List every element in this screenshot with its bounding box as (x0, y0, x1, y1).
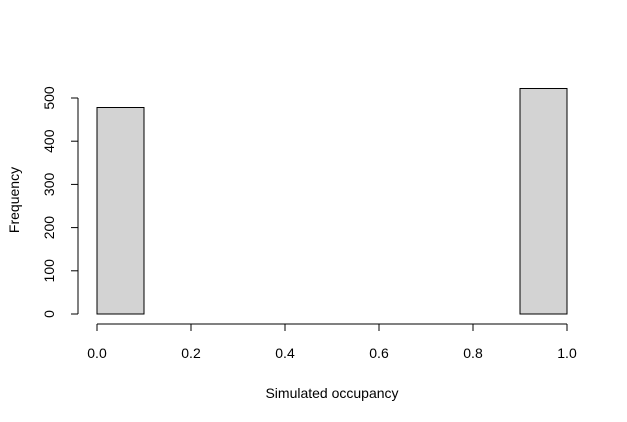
x-tick-label: 0.6 (369, 345, 389, 361)
x-tick-label: 0.8 (463, 345, 483, 361)
y-tick-label: 500 (41, 86, 57, 110)
y-tick-label: 200 (41, 216, 57, 240)
y-axis-title: Frequency (6, 167, 22, 233)
y-tick-label: 300 (41, 173, 57, 197)
x-axis-title: Simulated occupancy (265, 385, 398, 401)
histogram-bars (96, 87, 568, 315)
x-axis: 0.0 0.2 0.4 0.6 0.8 1.0 (87, 323, 577, 361)
x-tick-label: 0.0 (87, 345, 107, 361)
y-tick-label: 100 (41, 259, 57, 283)
histogram-bar-9 (519, 87, 568, 315)
y-tick-label: 0 (41, 310, 57, 318)
x-tick-label: 0.4 (275, 345, 295, 361)
y-axis: 0 100 200 300 400 500 (41, 86, 79, 318)
x-tick-label: 1.0 (557, 345, 577, 361)
histogram-bar-0 (96, 107, 145, 315)
x-tick-label: 0.2 (181, 345, 201, 361)
y-tick-label: 400 (41, 129, 57, 153)
